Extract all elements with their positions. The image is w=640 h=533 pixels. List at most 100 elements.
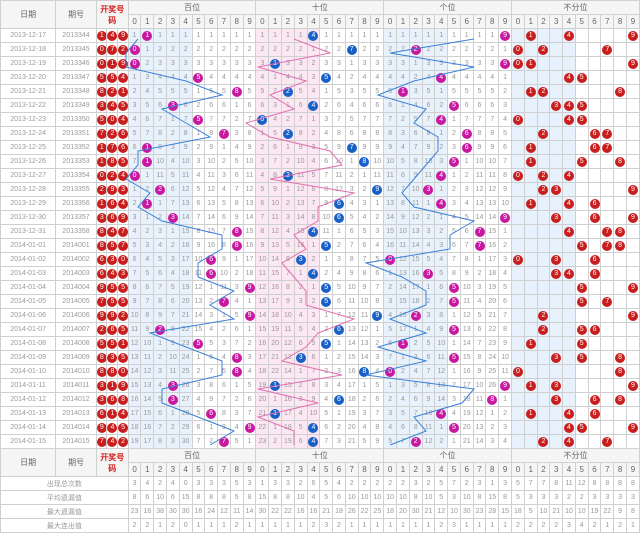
miss-cell: 1 bbox=[448, 309, 461, 323]
any-miss bbox=[614, 407, 627, 421]
miss-cell: 18 bbox=[269, 309, 282, 323]
hit-ball: 3 bbox=[422, 267, 435, 281]
cell-period: 2014014 bbox=[56, 421, 96, 435]
miss-cell: 10 bbox=[460, 281, 473, 295]
any-miss bbox=[524, 323, 537, 337]
miss-cell: 3 bbox=[128, 211, 141, 225]
miss-cell: 3 bbox=[307, 71, 320, 85]
miss-cell: 1 bbox=[269, 393, 282, 407]
header-digit: 1 bbox=[397, 15, 410, 29]
miss-cell: 15 bbox=[192, 323, 205, 337]
draw-ball: 3 bbox=[96, 211, 107, 225]
stat-cell: 23 bbox=[473, 505, 486, 519]
miss-cell: 18 bbox=[282, 421, 295, 435]
draw-ball: 9 bbox=[96, 421, 107, 435]
miss-cell: 8 bbox=[409, 421, 422, 435]
miss-cell: 1 bbox=[371, 323, 384, 337]
miss-cell: 2 bbox=[384, 43, 397, 57]
draw-ball: 8 bbox=[96, 85, 107, 99]
miss-cell: 1 bbox=[141, 211, 154, 225]
any-miss bbox=[550, 435, 563, 449]
miss-cell: 5 bbox=[192, 407, 205, 421]
stat-cell: 12 bbox=[575, 477, 588, 491]
miss-cell: 26 bbox=[486, 379, 499, 393]
miss-cell: 2 bbox=[460, 169, 473, 183]
stat-cell: 1 bbox=[486, 477, 499, 491]
miss-cell: 10 bbox=[167, 351, 180, 365]
miss-cell: 7 bbox=[320, 435, 333, 449]
miss-cell: 22 bbox=[256, 421, 269, 435]
miss-cell: 2 bbox=[448, 43, 461, 57]
miss-cell: 7 bbox=[460, 113, 473, 127]
miss-cell: 9 bbox=[256, 239, 269, 253]
stat-cell: 2 bbox=[230, 519, 243, 533]
miss-cell: 2 bbox=[243, 43, 256, 57]
miss-cell: 4 bbox=[141, 85, 154, 99]
miss-cell: 8 bbox=[205, 127, 218, 141]
any-miss bbox=[626, 225, 639, 239]
any-miss bbox=[563, 155, 576, 169]
cell-date: 2013-12-25 bbox=[1, 141, 56, 155]
any-miss bbox=[614, 267, 627, 281]
miss-cell: 1 bbox=[230, 253, 243, 267]
stat-cell: 3 bbox=[537, 491, 550, 505]
draw-ball: 3 bbox=[118, 267, 129, 281]
miss-cell: 7 bbox=[154, 421, 167, 435]
draw-ball: 5 bbox=[118, 295, 129, 309]
miss-cell: 1 bbox=[448, 169, 461, 183]
data-row: 2013-12-27201335402401115114113611482115… bbox=[1, 169, 640, 183]
any-ball: 4 bbox=[563, 113, 576, 127]
stat-cell: 6 bbox=[141, 491, 154, 505]
header-digit: 5 bbox=[448, 15, 461, 29]
miss-cell: 4 bbox=[460, 197, 473, 211]
stat-cell: 8 bbox=[243, 491, 256, 505]
draw-ball: 5 bbox=[107, 71, 118, 85]
miss-cell: 6 bbox=[422, 351, 435, 365]
miss-cell: 21 bbox=[486, 309, 499, 323]
miss-cell: 7 bbox=[218, 113, 231, 127]
stat-cell: 1 bbox=[282, 519, 295, 533]
miss-cell: 10 bbox=[473, 379, 486, 393]
any-miss bbox=[524, 295, 537, 309]
miss-cell: 5 bbox=[282, 239, 295, 253]
cell-period: 2014009 bbox=[56, 351, 96, 365]
hit-ball: 3 bbox=[294, 253, 307, 267]
miss-cell: 4 bbox=[243, 71, 256, 85]
miss-cell: 3 bbox=[218, 169, 231, 183]
miss-cell: 19 bbox=[486, 281, 499, 295]
hit-ball: 4 bbox=[307, 435, 320, 449]
any-miss bbox=[588, 225, 601, 239]
miss-cell: 4 bbox=[154, 379, 167, 393]
miss-cell: 4 bbox=[333, 71, 346, 85]
miss-cell: 11 bbox=[282, 323, 295, 337]
miss-cell: 2 bbox=[384, 393, 397, 407]
any-ball: 4 bbox=[563, 99, 576, 113]
miss-cell: 1 bbox=[333, 407, 346, 421]
miss-cell: 7 bbox=[345, 239, 358, 253]
miss-cell: 8 bbox=[384, 127, 397, 141]
miss-cell: 7 bbox=[205, 365, 218, 379]
stat-cell: 5 bbox=[320, 491, 333, 505]
any-miss bbox=[575, 365, 588, 379]
stat-cell: 10 bbox=[460, 491, 473, 505]
cell-period: 2013354 bbox=[56, 169, 96, 183]
stat-cell: 5 bbox=[320, 477, 333, 491]
any-miss bbox=[575, 197, 588, 211]
miss-cell: 4 bbox=[205, 323, 218, 337]
miss-cell: 5 bbox=[294, 323, 307, 337]
any-miss bbox=[588, 421, 601, 435]
any-miss bbox=[575, 127, 588, 141]
miss-cell: 5 bbox=[371, 253, 384, 267]
miss-cell: 5 bbox=[460, 211, 473, 225]
hit-ball: 6 bbox=[333, 211, 346, 225]
footer-digit: 4 bbox=[307, 463, 320, 477]
miss-cell: 5 bbox=[358, 435, 371, 449]
miss-cell: 3 bbox=[294, 295, 307, 309]
cell-period: 2013356 bbox=[56, 197, 96, 211]
miss-cell: 1 bbox=[422, 29, 435, 43]
hit-ball: 8 bbox=[486, 393, 499, 407]
miss-cell: 2 bbox=[307, 127, 320, 141]
miss-cell: 4 bbox=[256, 169, 269, 183]
data-row: 2014-01-13201401361417156128568372111741… bbox=[1, 407, 640, 421]
any-miss bbox=[614, 197, 627, 211]
